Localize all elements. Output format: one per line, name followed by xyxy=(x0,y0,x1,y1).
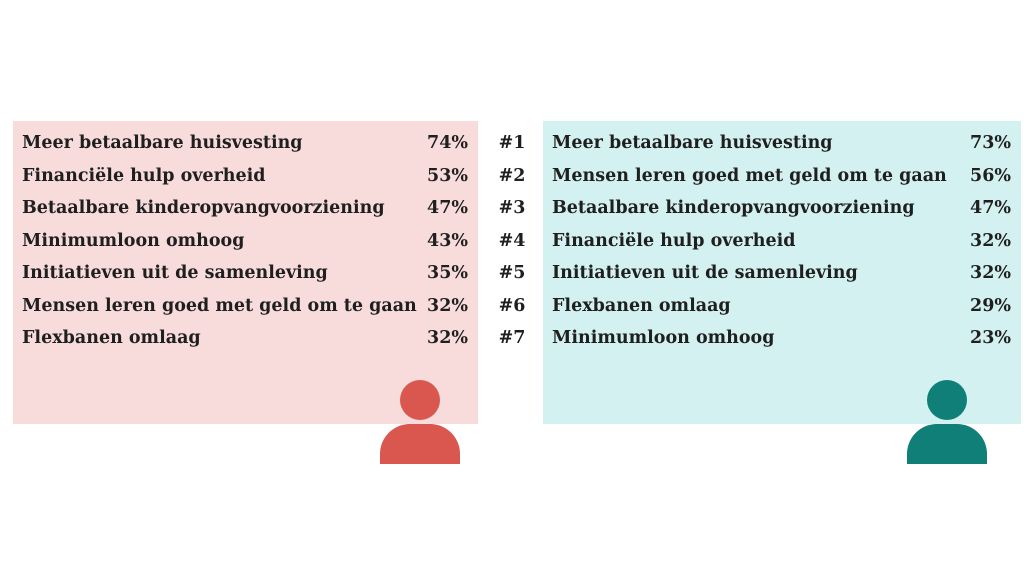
item-percentage: 56% xyxy=(970,165,1011,186)
left-row: Financiële hulp overheid 53% xyxy=(13,160,478,192)
item-label: Meer betaalbare huisvesting xyxy=(552,133,833,153)
item-percentage: 47% xyxy=(970,198,1011,218)
item-percentage: 32% xyxy=(970,263,1011,283)
item-percentage: 23% xyxy=(970,328,1011,348)
item-percentage: 47% xyxy=(427,198,468,218)
item-percentage: 43% xyxy=(427,230,468,251)
item-label: Flexbanen omlaag xyxy=(22,328,201,348)
right-row: Flexbanen omlaag 29% xyxy=(543,290,1021,322)
right-row: Financiële hulp overheid 32% xyxy=(543,225,1021,257)
item-label: Minimumloon omhoog xyxy=(22,230,245,251)
item-label: Meer betaalbare huisvesting xyxy=(22,133,303,153)
left-row: Mensen leren goed met geld om te gaan 32% xyxy=(13,290,478,322)
item-label: Financiële hulp overheid xyxy=(552,230,796,251)
item-label: Flexbanen omlaag xyxy=(552,295,731,316)
person-body xyxy=(907,424,987,464)
right-row: Mensen leren goed met geld om te gaan 56% xyxy=(543,160,1021,192)
item-label: Minimumloon omhoog xyxy=(552,328,775,348)
item-percentage: 53% xyxy=(427,165,468,186)
rank-label: #2 xyxy=(498,165,526,186)
item-label: Betaalbare kinderopvangvoorziening xyxy=(22,198,385,218)
person-head xyxy=(927,380,967,420)
item-percentage: 32% xyxy=(427,295,468,316)
item-label: Mensen leren goed met geld om te gaan xyxy=(552,165,947,186)
item-label: Financiële hulp overheid xyxy=(22,165,266,186)
item-label: Betaalbare kinderopvangvoorziening xyxy=(552,198,915,218)
rank-label: #7 xyxy=(498,328,526,348)
right-row: Minimumloon omhoog 23% xyxy=(543,322,1021,354)
person-icon xyxy=(380,380,460,464)
right-ranking-panel: Meer betaalbare huisvesting 73% Mensen ler… xyxy=(543,121,1021,424)
right-row: Meer betaalbare huisvesting 73% xyxy=(543,127,1021,159)
right-row: Initiatieven uit de samenleving 32% xyxy=(543,257,1021,289)
person-icon xyxy=(907,380,987,464)
item-percentage: 73% xyxy=(970,133,1011,153)
rank-label: #1 xyxy=(498,133,526,153)
item-label: Mensen leren goed met geld om te gaan xyxy=(22,295,417,316)
item-percentage: 74% xyxy=(427,133,468,153)
item-percentage: 29% xyxy=(970,295,1011,316)
item-percentage: 35% xyxy=(427,263,468,283)
item-percentage: 32% xyxy=(427,328,468,348)
left-row: Initiatieven uit de samenleving 35% xyxy=(13,257,478,289)
person-body xyxy=(380,424,460,464)
left-row: Meer betaalbare huisvesting 74% xyxy=(13,127,478,159)
left-row: Flexbanen omlaag 32% xyxy=(13,322,478,354)
rank-label: #5 xyxy=(498,263,526,283)
item-label: Initiatieven uit de samenleving xyxy=(552,263,858,283)
item-label: Initiatieven uit de samenleving xyxy=(22,263,328,283)
item-percentage: 32% xyxy=(970,230,1011,251)
right-row: Betaalbare kinderopvangvoorziening 47% xyxy=(543,192,1021,224)
rank-label: #3 xyxy=(498,198,526,218)
person-head xyxy=(400,380,440,420)
left-row: Minimumloon omhoog 43% xyxy=(13,225,478,257)
rank-label: #4 xyxy=(498,230,526,251)
rank-label: #6 xyxy=(498,295,526,316)
left-row: Betaalbare kinderopvangvoorziening 47% xyxy=(13,192,478,224)
left-ranking-panel: Meer betaalbare huisvesting 74% Financiële… xyxy=(13,121,478,424)
